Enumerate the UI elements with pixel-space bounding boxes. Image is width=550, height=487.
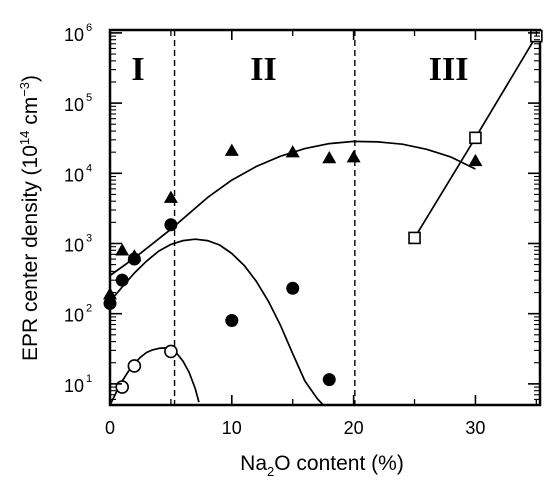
x-tick-label: 0 xyxy=(105,418,115,438)
region-labels: I II III xyxy=(131,51,468,88)
triangle-point xyxy=(285,145,300,158)
filled-circle-point xyxy=(225,313,239,327)
y-axis-label-mid: cm xyxy=(19,97,42,131)
triangle-point xyxy=(468,153,483,167)
region-dividers xyxy=(173,30,356,405)
open-circle-point xyxy=(115,380,129,394)
filled-circle-point xyxy=(164,218,178,232)
triangle-point xyxy=(224,143,239,156)
x-tick-label: 30 xyxy=(465,418,485,438)
filled-circle-point xyxy=(286,281,300,295)
triangle-point xyxy=(322,151,337,164)
y-tick-label: 10 xyxy=(64,25,84,45)
filled-circle-point xyxy=(322,373,336,387)
x-axis-label-sub: 2 xyxy=(267,464,274,479)
plot-frame xyxy=(108,28,542,407)
region-label-2: II xyxy=(250,51,276,88)
y-tick-label-exponent: 4 xyxy=(86,162,92,174)
y-tick-label: 10 xyxy=(64,376,84,396)
x-tick-label: 20 xyxy=(344,418,364,438)
y-axis-label-pre: EPR center density (10 xyxy=(19,145,42,361)
y-tick-label-exponent: 3 xyxy=(86,232,92,244)
triangle-point xyxy=(163,190,178,203)
open-circle-point xyxy=(164,344,178,359)
region-label-1: I xyxy=(131,51,144,88)
curve-circle-filled xyxy=(109,238,324,406)
x-axis-label-post: O content (%) xyxy=(274,452,404,475)
curve-triangle xyxy=(109,140,476,277)
y-tick-label-exponent: 1 xyxy=(86,373,92,385)
y-tick-label-base: 10 xyxy=(64,165,84,185)
filled-circle-point xyxy=(115,273,129,287)
triangle-point xyxy=(115,243,130,256)
y-tick-label-exponent: 2 xyxy=(86,303,92,315)
x-axis-ticks: 0 10 20 30 xyxy=(105,30,537,438)
data-markers xyxy=(103,29,543,394)
y-tick-label-base: 10 xyxy=(64,25,84,45)
triangle-point xyxy=(346,150,361,163)
y-tick-label: 10 xyxy=(64,165,84,185)
filled-circle-point xyxy=(103,296,117,310)
y-tick-label-base: 10 xyxy=(64,95,84,115)
y-tick-label-exponent: 6 xyxy=(86,22,92,34)
y-tick-label-base: 10 xyxy=(64,376,84,396)
y-axis-label-sup1: 14 xyxy=(17,131,32,145)
y-axis-label-sup2: −3 xyxy=(17,82,32,97)
region-label-3: III xyxy=(429,51,469,88)
triangle-point xyxy=(103,287,117,300)
curve-circle-open xyxy=(109,347,200,406)
y-tick-label: 10 xyxy=(64,235,84,255)
x-axis-label-pre: Na xyxy=(240,452,267,475)
x-tick-label: 10 xyxy=(222,418,242,438)
y-axis-label-post: ) xyxy=(19,75,42,82)
y-tick-label-exponent: 5 xyxy=(86,92,92,104)
open-square-point xyxy=(469,131,482,145)
y-tick-label-base: 10 xyxy=(64,235,84,255)
filled-circle-point xyxy=(127,252,141,266)
y-axis-label: EPR center density (1014 cm−3) xyxy=(17,75,42,361)
open-circle-point xyxy=(127,359,142,373)
y-tick-label-base: 10 xyxy=(64,306,84,326)
x-axis-label: Na2O content (%) xyxy=(240,452,404,479)
y-tick-label: 10 xyxy=(64,95,84,115)
y-tick-label: 10 xyxy=(64,306,84,326)
open-square-point xyxy=(408,231,421,245)
